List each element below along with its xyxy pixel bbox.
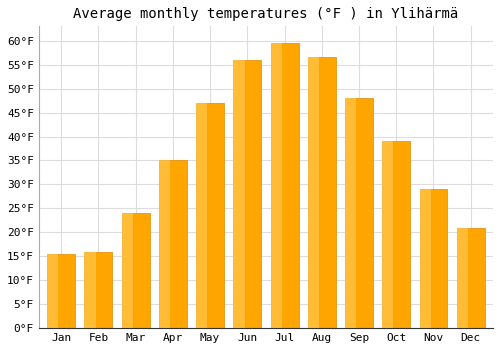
Bar	[308, 57, 336, 328]
Bar	[84, 252, 96, 328]
Bar	[308, 57, 319, 328]
Bar	[234, 60, 244, 328]
Bar	[196, 103, 207, 328]
Bar	[159, 160, 170, 328]
Bar	[122, 213, 150, 328]
Bar	[345, 98, 373, 328]
Bar	[457, 228, 468, 328]
Bar	[420, 189, 430, 328]
Bar	[47, 254, 75, 328]
Bar	[122, 213, 133, 328]
Bar	[196, 103, 224, 328]
Title: Average monthly temperatures (°F ) in Ylihärmä: Average monthly temperatures (°F ) in Yl…	[74, 7, 458, 21]
Bar	[270, 43, 282, 328]
Bar	[159, 160, 187, 328]
Bar	[270, 43, 298, 328]
Bar	[382, 141, 410, 328]
Bar	[345, 98, 356, 328]
Bar	[234, 60, 262, 328]
Bar	[420, 189, 448, 328]
Bar	[84, 252, 112, 328]
Bar	[457, 228, 484, 328]
Bar	[47, 254, 58, 328]
Bar	[382, 141, 394, 328]
